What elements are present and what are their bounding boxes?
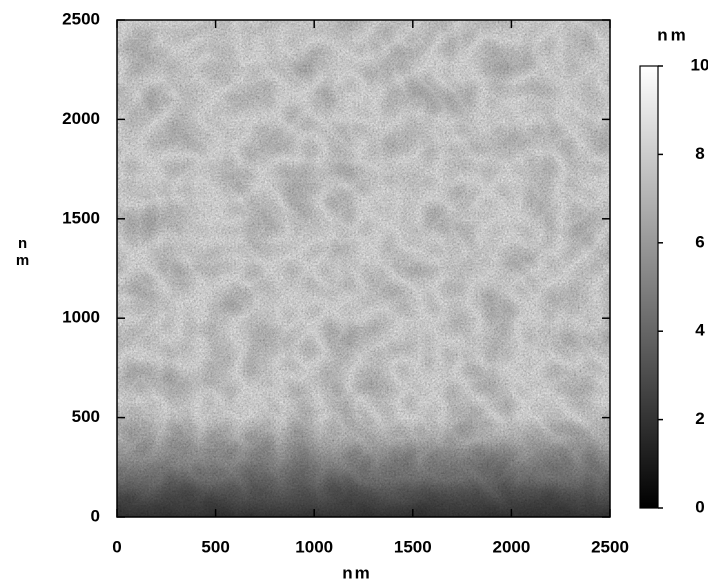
colorbar-tick-label: 0 <box>695 497 704 516</box>
colorbar-tick-label: 8 <box>695 144 704 163</box>
colorbar-label: nm <box>657 25 689 44</box>
y-tick-label: 500 <box>72 407 100 426</box>
x-tick-label: 500 <box>201 537 229 556</box>
y-axis-label: nm <box>14 235 31 269</box>
y-tick-label: 2500 <box>62 9 100 28</box>
x-tick-label: 2500 <box>591 537 629 556</box>
y-tick-label: 0 <box>91 506 100 525</box>
x-tick-label: 1000 <box>295 537 333 556</box>
y-tick-label: 1500 <box>62 208 100 227</box>
colorbar-tick-label: 6 <box>695 232 704 251</box>
x-tick-label: 1500 <box>394 537 432 556</box>
colorbar-tick-label: 2 <box>695 409 704 428</box>
plot-frame <box>116 19 611 518</box>
afm-image <box>117 20 610 517</box>
x-tick-label: 0 <box>112 537 121 556</box>
colorbar-tick-label: 10 <box>691 55 708 74</box>
colorbar-tick-label: 4 <box>695 321 705 340</box>
x-tick-label: 2000 <box>492 537 530 556</box>
y-tick-label: 1000 <box>62 308 100 327</box>
x-axis-label: nm <box>342 563 372 582</box>
y-tick-label: 2000 <box>62 109 100 128</box>
colorbar <box>639 65 659 509</box>
